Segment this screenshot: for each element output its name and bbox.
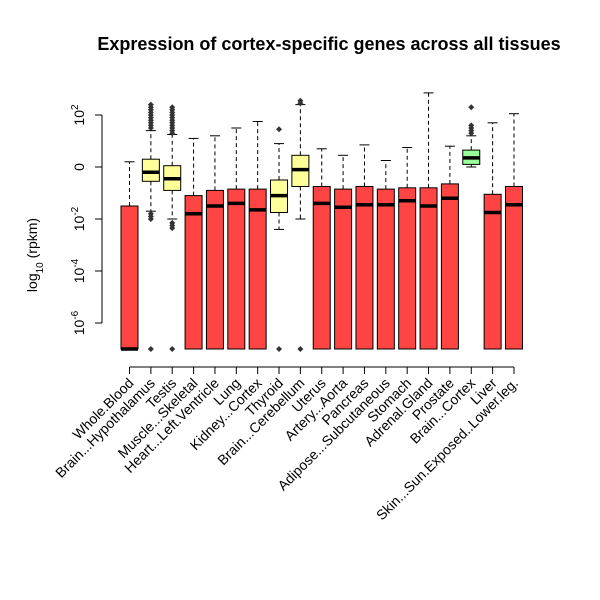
y-tick-label-base: 10 [71, 319, 87, 335]
box-15 [440, 145, 459, 350]
box-body [355, 186, 374, 350]
outlier-point [276, 126, 283, 133]
box-3 [184, 137, 203, 350]
box-body [141, 158, 160, 182]
y-tick-label-exponent: -4 [70, 258, 81, 267]
box-8 [291, 97, 310, 352]
outlier-point [147, 125, 154, 131]
box-body [440, 183, 459, 350]
y-tick-label-exponent: 2 [70, 104, 81, 110]
box-body [312, 186, 331, 350]
outlier-point [297, 346, 304, 352]
box-5 [227, 127, 246, 350]
y-tick-label: 10-2 [70, 206, 87, 231]
outlier-point [468, 130, 475, 137]
x-axis: Whole.BloodBrain...HypothalamusTestisMus… [52, 366, 521, 523]
box-14 [419, 92, 438, 350]
box-body [184, 195, 203, 350]
outlier-point [147, 216, 154, 222]
box-1 [141, 101, 160, 352]
y-axis-label-base: log [24, 273, 40, 292]
box-body [120, 205, 139, 350]
y-axis-label: log10 (rpkm) [24, 218, 46, 292]
box-body [398, 187, 417, 350]
box-7 [270, 126, 289, 352]
box-6 [248, 121, 267, 350]
box-13 [398, 147, 417, 350]
y-tick-label-exponent: -2 [70, 206, 81, 215]
y-tick-label: 10-4 [70, 258, 87, 283]
plot-area [120, 92, 523, 352]
y-tick-label-base: 10 [71, 215, 87, 231]
y-tick-label: 102 [70, 104, 87, 126]
box-body [419, 187, 438, 350]
box-12 [376, 160, 395, 350]
box-body [227, 188, 246, 350]
y-tick-label-base: 10 [71, 267, 87, 283]
box-10 [334, 154, 353, 350]
y-tick-label-base: 10 [71, 110, 87, 126]
box-18 [504, 113, 523, 350]
y-tick-label-exponent: -6 [70, 310, 81, 319]
outlier-point [468, 104, 475, 111]
y-tick-label: 0 [71, 163, 87, 171]
box-2 [163, 104, 182, 352]
outlier-point [147, 346, 154, 352]
y-tick-label: 10-6 [70, 310, 87, 335]
box-body [504, 186, 523, 350]
box-16 [462, 104, 481, 168]
outlier-point [297, 100, 304, 107]
box-body [376, 188, 395, 350]
box-9 [312, 148, 331, 350]
box-0 [120, 161, 139, 351]
box-body [483, 193, 502, 350]
box-body [248, 188, 267, 350]
box-4 [205, 135, 224, 350]
y-axis-label-subscript: 10 [35, 262, 46, 274]
y-axis-label-unit: (rpkm) [24, 218, 40, 262]
outlier-point [169, 225, 176, 232]
box-11 [355, 144, 374, 350]
chart-title: Expression of cortex-specific genes acro… [97, 34, 560, 54]
y-tick-label-base: 0 [71, 163, 87, 171]
outlier-point [276, 346, 283, 352]
box-body [334, 188, 353, 350]
box-17 [483, 122, 502, 350]
outlier-point [169, 346, 176, 352]
outlier-point [169, 130, 176, 137]
box-body [205, 189, 224, 350]
